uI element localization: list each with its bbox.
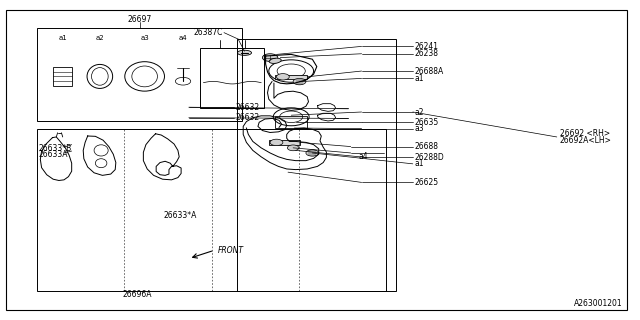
Ellipse shape (237, 50, 252, 55)
Text: a3: a3 (140, 36, 149, 41)
Bar (37, 129, 386, 291)
Text: a2: a2 (95, 36, 104, 41)
Text: a3: a3 (415, 124, 424, 133)
Text: 26697: 26697 (127, 15, 152, 24)
Text: a2: a2 (415, 108, 424, 116)
Text: A263001201: A263001201 (573, 299, 622, 308)
Bar (237, 39, 396, 291)
Text: a4: a4 (179, 36, 188, 41)
Text: 26632: 26632 (236, 113, 260, 122)
Circle shape (287, 145, 299, 151)
Text: 26238: 26238 (415, 49, 439, 58)
Text: 26688: 26688 (415, 142, 439, 151)
Ellipse shape (269, 58, 281, 63)
Bar (200, 48, 264, 108)
Text: 26632: 26632 (236, 103, 260, 112)
Text: a4: a4 (358, 152, 368, 161)
Text: 26692A<LH>: 26692A<LH> (560, 136, 612, 145)
Text: 26625: 26625 (415, 178, 439, 187)
Bar (37, 28, 242, 121)
Text: 26633*B: 26633*B (38, 144, 72, 153)
Text: 26696A: 26696A (123, 290, 152, 299)
Text: 26633A: 26633A (38, 150, 68, 159)
Bar (275, 75, 307, 79)
Circle shape (276, 74, 289, 80)
Text: a1: a1 (415, 74, 424, 83)
Text: 26688A: 26688A (415, 67, 444, 76)
Text: 26633*A: 26633*A (163, 211, 196, 220)
Circle shape (306, 150, 319, 156)
Text: a1: a1 (415, 159, 424, 168)
Text: 26241: 26241 (415, 42, 439, 51)
Text: 26288D: 26288D (415, 153, 444, 162)
Text: 26387C: 26387C (193, 28, 223, 36)
Bar (269, 140, 300, 145)
Bar (53, 67, 72, 86)
Circle shape (293, 78, 306, 85)
Text: a1: a1 (58, 36, 67, 41)
Circle shape (270, 139, 283, 146)
Text: FRONT: FRONT (218, 246, 244, 255)
Text: 26692 <RH>: 26692 <RH> (560, 129, 610, 138)
Circle shape (262, 54, 278, 61)
Text: 26635: 26635 (415, 118, 439, 127)
Bar (275, 116, 307, 128)
